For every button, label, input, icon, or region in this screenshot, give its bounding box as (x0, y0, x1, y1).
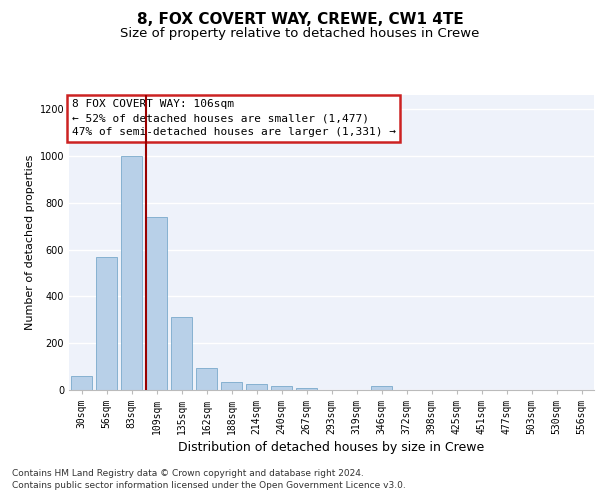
Bar (71, 376, 92, 390)
Text: 8, FOX COVERT WAY, CREWE, CW1 4TE: 8, FOX COVERT WAY, CREWE, CW1 4TE (137, 12, 463, 28)
Text: Size of property relative to detached houses in Crewe: Size of property relative to detached ho… (121, 28, 479, 40)
Bar (371, 386, 392, 390)
Bar (246, 384, 267, 390)
Text: Contains public sector information licensed under the Open Government Licence v3: Contains public sector information licen… (12, 481, 406, 490)
Bar (196, 368, 217, 390)
Bar (271, 386, 292, 390)
Bar (221, 382, 242, 390)
X-axis label: Distribution of detached houses by size in Crewe: Distribution of detached houses by size … (178, 441, 485, 454)
Y-axis label: Number of detached properties: Number of detached properties (25, 155, 35, 330)
Text: 8 FOX COVERT WAY: 106sqm
← 52% of detached houses are smaller (1,477)
47% of sem: 8 FOX COVERT WAY: 106sqm ← 52% of detach… (71, 100, 395, 138)
Bar (146, 216, 167, 390)
Bar (96, 256, 117, 390)
Bar (296, 388, 317, 390)
Bar (171, 318, 192, 390)
Bar (121, 156, 142, 390)
Text: Contains HM Land Registry data © Crown copyright and database right 2024.: Contains HM Land Registry data © Crown c… (12, 468, 364, 477)
